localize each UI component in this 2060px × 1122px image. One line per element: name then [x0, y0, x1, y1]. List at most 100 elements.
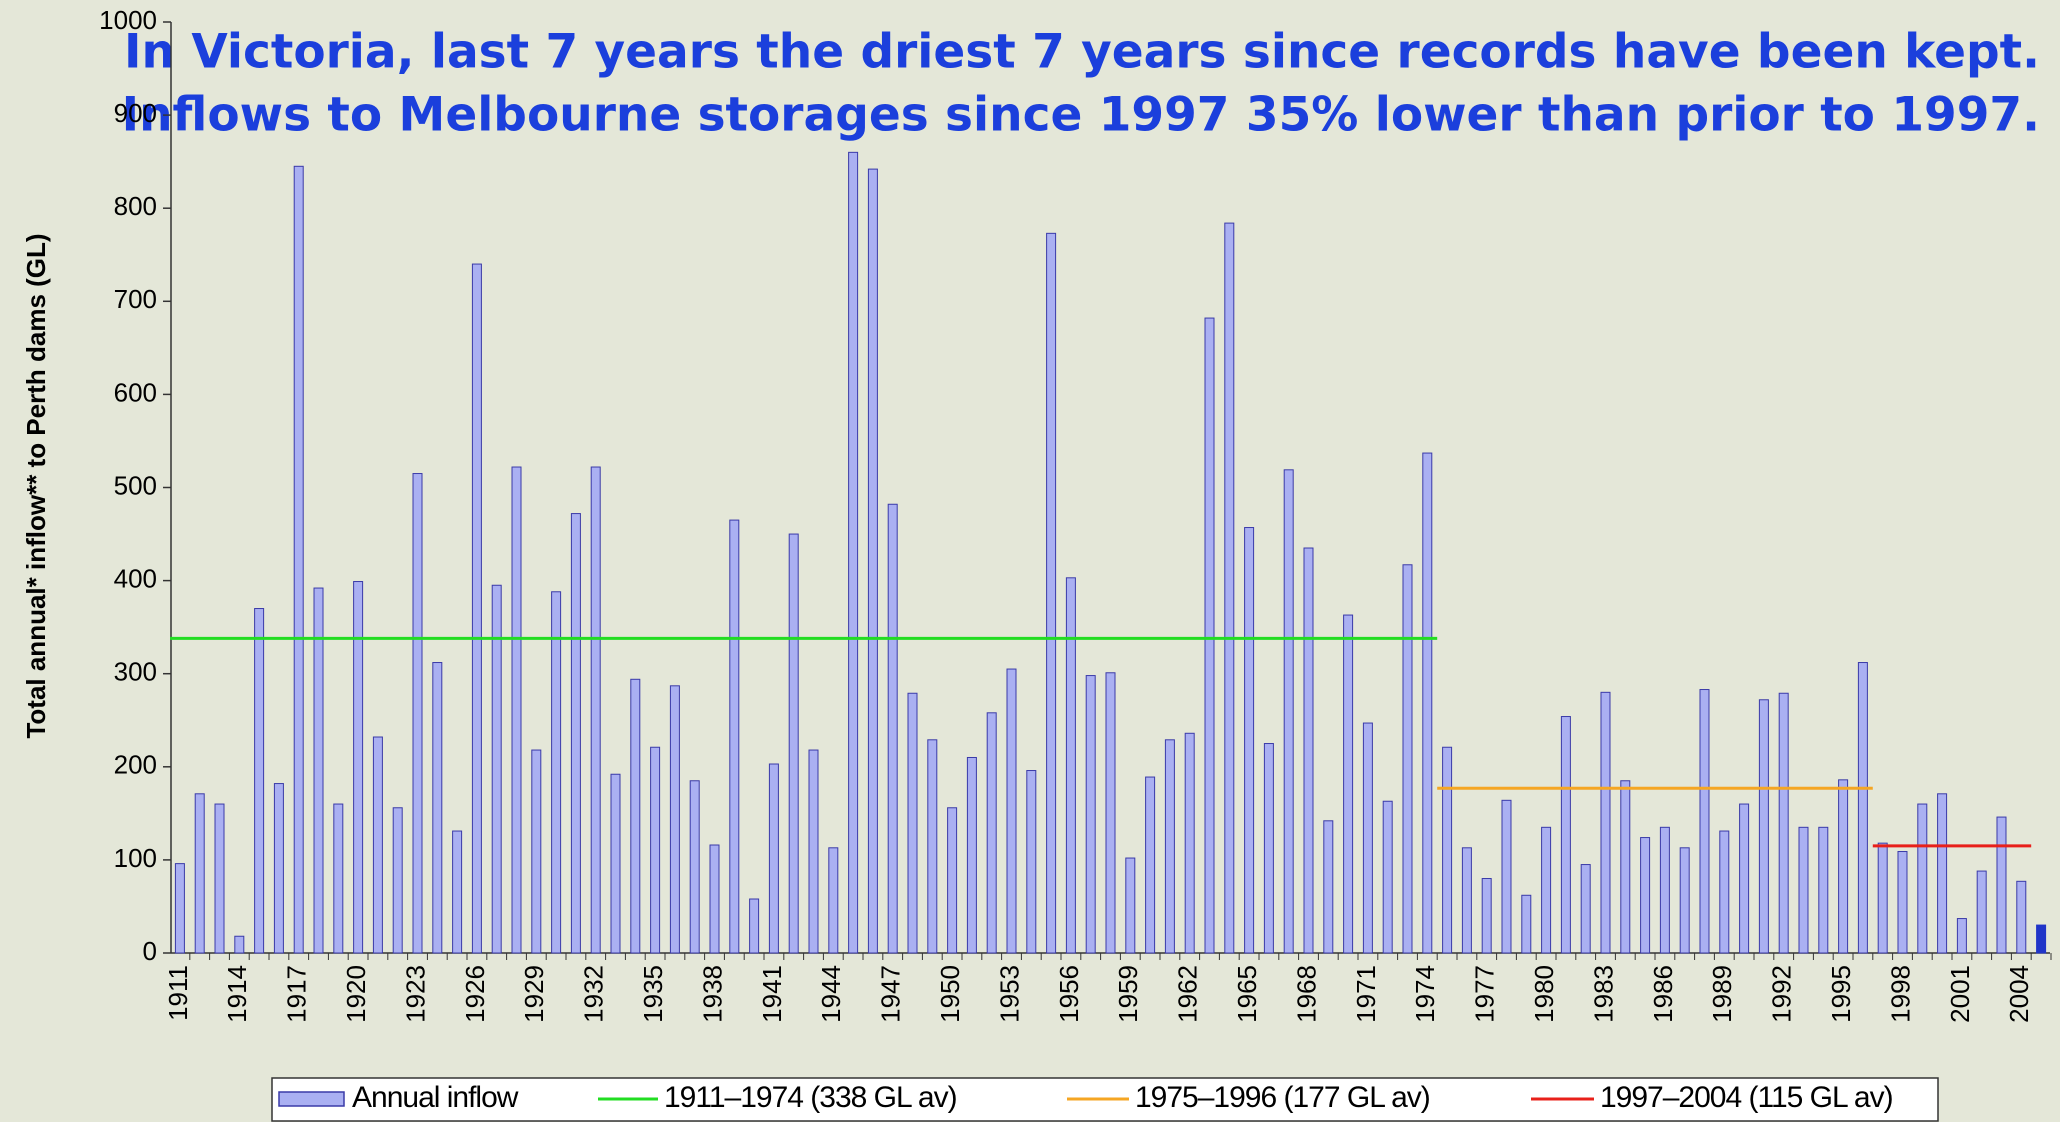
- bar: [452, 830, 463, 954]
- x-tick-label: 1917: [282, 965, 312, 1023]
- bar: [887, 503, 898, 954]
- x-tick-label: 2001: [1945, 965, 1975, 1023]
- bar: [1323, 820, 1334, 954]
- bar: [848, 151, 859, 954]
- bar: [768, 763, 779, 954]
- x-tick-label: 1929: [519, 965, 549, 1023]
- bar: [1422, 452, 1433, 954]
- bar: [511, 466, 522, 954]
- bar: [669, 685, 680, 954]
- bar: [1877, 842, 1888, 954]
- bar: [174, 863, 185, 954]
- y-axis-label: Total annual* inflow** to Perth dams (GL…: [21, 233, 51, 738]
- y-tick-label: 900: [114, 98, 157, 128]
- bar: [1996, 816, 2007, 954]
- bar: [432, 662, 443, 954]
- bar: [273, 783, 284, 954]
- bar: [1818, 826, 1829, 954]
- x-tick-label: 1998: [1885, 965, 1915, 1023]
- bar: [1580, 864, 1591, 954]
- chart-title: Inflows to Melbourne storages since 1997…: [122, 88, 2040, 143]
- x-tick-label: 1923: [400, 965, 430, 1023]
- bar: [1956, 918, 1967, 954]
- bar: [788, 533, 799, 954]
- x-tick-label: 1974: [1410, 965, 1440, 1023]
- x-tick-label: 1986: [1648, 965, 1678, 1023]
- bar: [491, 584, 502, 954]
- bar: [1362, 722, 1373, 954]
- y-tick-label: 500: [114, 470, 157, 500]
- bar: [254, 608, 265, 954]
- bar: [1244, 527, 1255, 954]
- x-tick-label: 1950: [935, 965, 965, 1023]
- bar: [650, 746, 661, 954]
- y-tick-label: 600: [114, 377, 157, 407]
- x-tick-label: 1983: [1588, 965, 1618, 1023]
- x-tick-label: 1971: [1351, 965, 1381, 1023]
- y-tick-label: 400: [114, 563, 157, 593]
- bar: [471, 263, 482, 954]
- x-tick-label: 1995: [1826, 965, 1856, 1023]
- bar: [1600, 691, 1611, 954]
- bar: [1719, 830, 1730, 954]
- bar: [907, 692, 918, 954]
- bar: [1402, 564, 1413, 954]
- bar: [689, 780, 700, 954]
- bar: [1778, 692, 1789, 954]
- x-tick-label: 1959: [1113, 965, 1143, 1023]
- x-tick-label: 1977: [1470, 965, 1500, 1023]
- x-tick-label: 1926: [460, 965, 490, 1023]
- bar: [1125, 857, 1136, 954]
- bar: [709, 844, 720, 954]
- bar: [392, 807, 403, 954]
- y-tick-label: 300: [114, 657, 157, 687]
- bar: [1937, 793, 1948, 954]
- bar: [1917, 803, 1928, 954]
- legend-label: 1975–1996 (177 GL av): [1135, 1081, 1430, 1114]
- bar: [1263, 743, 1274, 954]
- bar: [1620, 780, 1631, 954]
- bar: [1224, 222, 1235, 954]
- bar: [1640, 837, 1651, 954]
- bar: [947, 807, 958, 954]
- bar: [214, 803, 225, 954]
- bar: [1085, 675, 1096, 954]
- bar: [1105, 672, 1116, 954]
- bar: [1501, 799, 1512, 954]
- bar: [372, 736, 383, 954]
- bar: [1521, 894, 1532, 954]
- x-tick-label: 1968: [1291, 965, 1321, 1023]
- y-tick-label: 200: [114, 750, 157, 780]
- x-tick-label: 1914: [222, 965, 252, 1023]
- bar: [1343, 614, 1354, 954]
- bar: [749, 898, 760, 954]
- x-tick-label: 1992: [1767, 965, 1797, 1023]
- bar: [1560, 716, 1571, 954]
- bar: [2036, 924, 2047, 954]
- legend-label: Annual inflow: [352, 1081, 519, 1114]
- x-tick-label: 1920: [341, 965, 371, 1023]
- y-tick-label: 800: [114, 191, 157, 221]
- x-tick-label: 1980: [1529, 965, 1559, 1023]
- bar: [293, 165, 304, 954]
- bar: [1382, 800, 1393, 954]
- x-tick-label: 1911: [163, 965, 193, 1021]
- legend-label: 1997–2004 (115 GL av): [1600, 1081, 1893, 1114]
- bar: [986, 712, 997, 954]
- bar: [927, 739, 938, 954]
- bar: [1046, 232, 1057, 954]
- bar: [1283, 469, 1294, 954]
- bar: [1461, 847, 1472, 954]
- bar: [610, 773, 621, 954]
- bar: [630, 678, 641, 954]
- bar: [1184, 732, 1195, 954]
- x-tick-label: 1941: [757, 965, 787, 1023]
- x-tick-label: 1932: [579, 965, 609, 1023]
- chart-title: In Victoria, last 7 years the driest 7 y…: [124, 25, 2040, 80]
- x-tick-label: 1938: [697, 965, 727, 1023]
- bar: [1659, 826, 1670, 954]
- bar: [551, 591, 562, 954]
- x-tick-label: 1953: [994, 965, 1024, 1023]
